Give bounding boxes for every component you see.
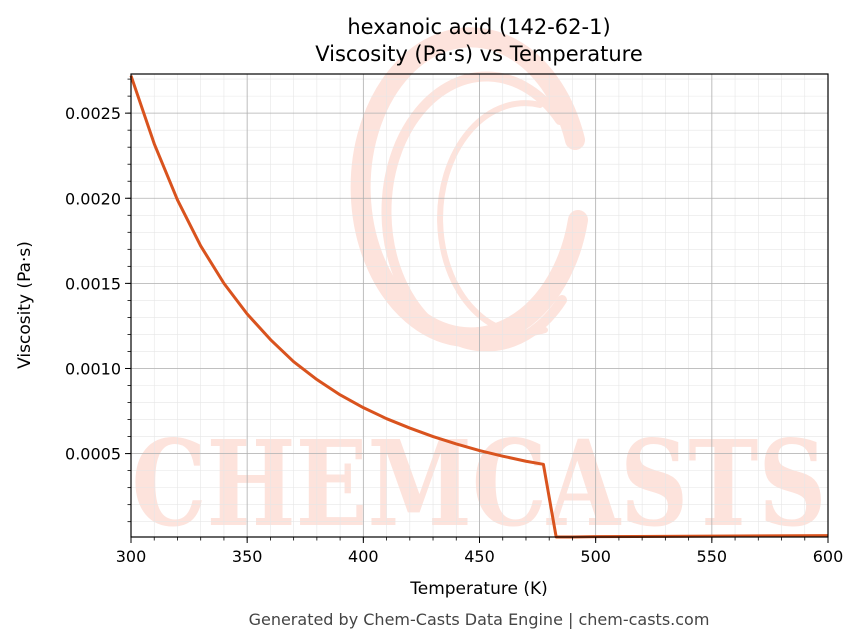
- watermark: CHEMCASTS: [132, 27, 827, 553]
- footer-credit: Generated by Chem-Casts Data Engine | ch…: [249, 610, 710, 629]
- x-tick-label: 600: [813, 547, 844, 566]
- y-tick-label: 0.0010: [65, 359, 121, 378]
- y-tick-label: 0.0015: [65, 274, 121, 293]
- y-tick-label: 0.0025: [65, 104, 121, 123]
- x-tick-label: 300: [116, 547, 147, 566]
- x-tick-label: 350: [232, 547, 263, 566]
- x-axis-label: Temperature (K): [409, 579, 548, 599]
- x-tick-label: 450: [464, 547, 495, 566]
- x-axis: 300 350 400 450 500 550 600: [116, 537, 844, 566]
- x-tick-label: 400: [348, 547, 379, 566]
- chart-subtitle: Viscosity (Pa·s) vs Temperature: [315, 42, 643, 66]
- chart-title: hexanoic acid (142-62-1): [347, 15, 610, 39]
- x-tick-label: 550: [697, 547, 728, 566]
- y-axis: 0.0005 0.0010 0.0015 0.0020 0.0025: [65, 78, 131, 523]
- y-tick-label: 0.0020: [65, 189, 121, 208]
- y-axis-label: Viscosity (Pa·s): [15, 241, 35, 369]
- watermark-text: CHEMCASTS: [132, 414, 827, 553]
- x-tick-label: 500: [580, 547, 611, 566]
- y-tick-label: 0.0005: [65, 445, 121, 464]
